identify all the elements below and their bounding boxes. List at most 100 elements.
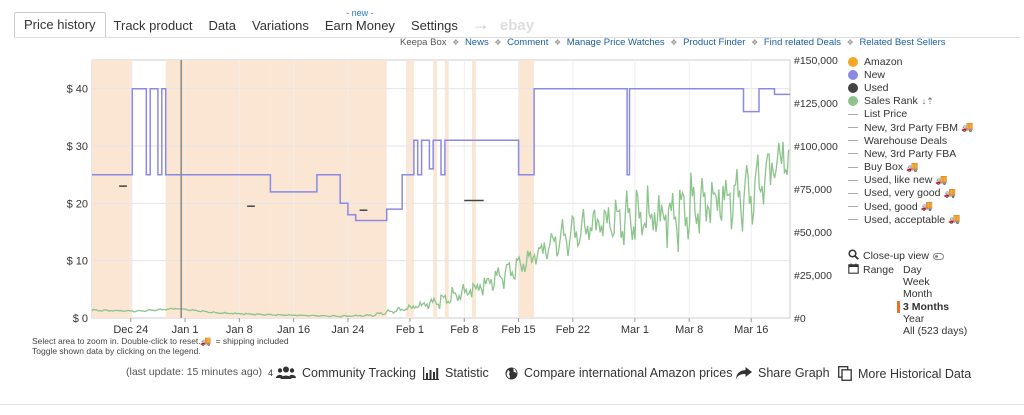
x-tick-label: Feb 15 xyxy=(501,324,535,336)
shipping-band xyxy=(165,60,271,318)
legend-item-warehouse-deals[interactable]: Warehouse Deals xyxy=(848,134,973,147)
last-update: (last update: 15 minutes ago) xyxy=(126,366,262,378)
y2-tick-label: #125,000 xyxy=(794,98,838,110)
legend-item-sales-rank[interactable]: Sales Rank ↓⇡ xyxy=(848,95,973,108)
tab-settings[interactable]: Settings xyxy=(410,18,458,33)
legend-item-used-good[interactable]: Used, good 🚚 xyxy=(848,200,973,213)
y-tick-label: $ 40 xyxy=(67,84,88,96)
chart-help-text: Select area to zoom in. Double-click to … xyxy=(32,336,201,356)
bar-chart-icon xyxy=(423,366,439,380)
separator-icon: ❖ xyxy=(553,38,562,47)
closeup-view-toggle[interactable]: Close-up view xyxy=(848,249,944,263)
legend-item-used[interactable]: Used xyxy=(848,81,973,94)
shipping-note: 🚚 = shipping included xyxy=(200,336,289,346)
sort-icon[interactable]: ↓⇡ xyxy=(921,95,934,106)
line-marker-icon xyxy=(848,140,858,142)
separator-icon: ❖ xyxy=(751,38,759,47)
y2-tick-label: #25,000 xyxy=(794,270,832,282)
line-marker-icon xyxy=(848,206,858,208)
statistic-button[interactable]: Statistic xyxy=(423,366,489,380)
tab-ebay[interactable]: ebay xyxy=(499,17,535,34)
tab-track-product[interactable]: Track product xyxy=(113,18,193,33)
y2-tick-label: #0 xyxy=(794,313,806,325)
footer-divider xyxy=(0,404,1024,405)
x-tick-label: Feb 1 xyxy=(396,324,424,336)
legend-item-used-like-new[interactable]: Used, like new 🚚 xyxy=(848,174,973,187)
truck-icon: 🚚 xyxy=(948,214,961,226)
toggle-icon[interactable] xyxy=(932,252,944,260)
truck-icon: 🚚 xyxy=(906,161,919,173)
x-tick-label: Jan 1 xyxy=(172,324,199,336)
x-tick-label: Feb 22 xyxy=(556,324,590,336)
legend-item-used-very-good[interactable]: Used, very good 🚚 xyxy=(848,187,973,200)
line-marker-icon xyxy=(848,153,858,155)
x-tick-label: Jan 8 xyxy=(226,324,253,336)
tab-divider xyxy=(14,37,1020,38)
range-month[interactable]: Month xyxy=(903,288,933,301)
separator-icon: ❖ xyxy=(494,38,502,47)
globe-icon xyxy=(505,367,518,380)
tab-earn-money[interactable]: - new - Earn Money xyxy=(317,8,403,38)
line-marker-icon xyxy=(848,166,858,168)
compare-prices-button[interactable]: Compare international Amazon prices xyxy=(505,366,732,380)
y-tick-label: $ 30 xyxy=(67,141,88,153)
line-marker-icon xyxy=(848,113,858,115)
link-find-related-deals[interactable]: Find related Deals xyxy=(763,37,841,48)
line-marker-icon xyxy=(848,192,858,194)
link-manage-price-watches[interactable]: Manage Price Watches xyxy=(566,37,665,48)
copy-icon xyxy=(838,366,852,381)
separator-icon: ❖ xyxy=(670,38,678,47)
line-marker-icon xyxy=(848,219,858,221)
keepa-box-label: Keepa Box xyxy=(400,37,447,48)
toggle-help: Toggle shown data by clicking on the leg… xyxy=(32,346,201,356)
range-3-months[interactable]: 3 Months xyxy=(897,300,967,313)
range-year[interactable]: Year xyxy=(903,312,925,325)
share-graph-button[interactable]: Share Graph xyxy=(736,366,830,380)
legend-item-amazon[interactable]: Amazon xyxy=(848,55,973,68)
range-week[interactable]: Week xyxy=(903,276,930,289)
legend-item-new-3rd-party-fbm[interactable]: New, 3rd Party FBM 🚚 xyxy=(848,121,973,134)
new-dot-icon xyxy=(848,69,858,80)
link-product-finder[interactable]: Product Finder xyxy=(683,37,746,48)
price-history-chart[interactable]: $ 0 $ 10 $ 20 $ 30 $ 40 #0 #25,000 #50,000 #75,0… xyxy=(0,50,840,340)
legend-item-buy-box[interactable]: Buy Box 🚚 xyxy=(848,161,973,174)
y-tick-label: $ 0 xyxy=(73,313,88,325)
legend-item-new[interactable]: New xyxy=(848,68,973,81)
tab-variations[interactable]: Variations xyxy=(252,18,309,33)
sales-rank-line xyxy=(91,141,790,318)
magnifier-icon xyxy=(848,249,859,263)
range-all[interactable]: All (523 days) xyxy=(903,324,968,337)
more-historical-data-button[interactable]: More Historical Data xyxy=(838,366,971,381)
y2-tick-label: #50,000 xyxy=(794,227,832,239)
range-day[interactable]: Day xyxy=(903,264,922,276)
truck-icon: 🚚 xyxy=(935,174,948,186)
legend-item-used-acceptable[interactable]: Used, acceptable 🚚 xyxy=(848,213,973,226)
community-tracking-button[interactable]: 4 Community Tracking xyxy=(268,366,416,380)
tab-data[interactable]: Data xyxy=(208,18,236,33)
y2-tick-label: #75,000 xyxy=(794,184,832,196)
sales-rank-dot-icon xyxy=(848,96,858,107)
x-tick-label: Mar 8 xyxy=(675,324,703,336)
link-related-best-sellers[interactable]: Related Best Sellers xyxy=(859,37,946,48)
tab-price-history[interactable]: Price history xyxy=(14,12,106,38)
link-news[interactable]: News xyxy=(464,37,489,48)
shipping-band xyxy=(92,60,133,318)
legend-item-new-3rd-party-fba[interactable]: New, 3rd Party FBA xyxy=(848,147,973,160)
chart-legend: Amazon New Used Sales Rank ↓⇡ List Price … xyxy=(848,55,973,226)
x-tick-label: Dec 24 xyxy=(113,324,148,336)
y-tick-label: $ 10 xyxy=(67,256,88,268)
line-marker-icon xyxy=(848,127,858,129)
keepa-links: Keepa Box ❖ News ❖ Comment ❖ Manage Pric… xyxy=(400,37,946,48)
truck-icon: 🚚 xyxy=(960,122,974,134)
truck-icon: 🚚 xyxy=(200,336,212,346)
action-bar: (last update: 15 minutes ago) 4 Communit… xyxy=(0,366,1024,386)
amazon-dot-icon xyxy=(848,56,858,67)
new-price-line xyxy=(92,87,790,222)
y2-tick-label: #100,000 xyxy=(794,141,838,153)
arrow-right-icon: → xyxy=(471,14,490,34)
legend-item-list-price[interactable]: List Price xyxy=(848,108,973,121)
truck-icon: 🚚 xyxy=(920,201,934,213)
link-comment[interactable]: Comment xyxy=(507,37,549,48)
y2-tick-label: #150,000 xyxy=(794,55,838,67)
x-tick-label: Mar 16 xyxy=(734,324,768,336)
